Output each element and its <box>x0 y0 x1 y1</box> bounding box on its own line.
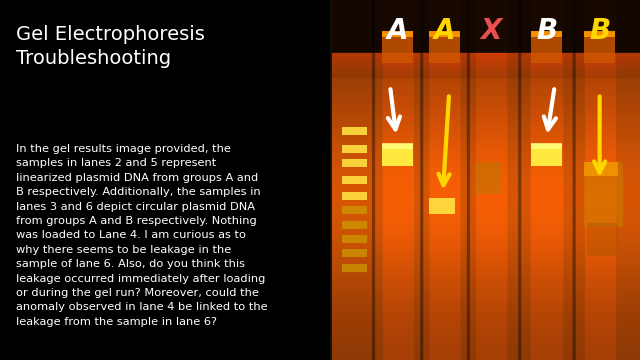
Bar <box>342 176 367 184</box>
Bar <box>382 32 413 63</box>
Text: In the gel results image provided, the
samples in lanes 2 and 5 represent
linear: In the gel results image provided, the s… <box>17 144 268 327</box>
Bar <box>429 198 455 214</box>
Bar <box>476 162 502 194</box>
Bar <box>584 162 623 227</box>
Text: A: A <box>387 17 408 45</box>
Text: B: B <box>536 17 557 45</box>
Bar <box>342 159 367 167</box>
Bar <box>382 144 413 166</box>
Bar <box>382 31 413 37</box>
Bar <box>382 143 413 149</box>
Bar <box>342 221 367 229</box>
Text: B: B <box>589 17 610 45</box>
Bar <box>588 223 618 256</box>
Bar <box>531 32 563 63</box>
Text: Gel Electrophoresis
Troubleshooting: Gel Electrophoresis Troubleshooting <box>17 25 205 68</box>
Bar <box>531 143 563 149</box>
Bar <box>531 144 563 166</box>
Text: X: X <box>481 17 502 45</box>
Bar <box>342 127 367 135</box>
Bar <box>342 235 367 243</box>
Bar <box>342 145 367 153</box>
Bar <box>531 31 563 37</box>
Bar <box>342 206 367 214</box>
Bar <box>584 32 615 63</box>
Bar <box>429 32 460 63</box>
Bar <box>342 249 367 257</box>
Text: A: A <box>434 17 455 45</box>
Bar <box>342 192 367 200</box>
Bar <box>429 31 460 37</box>
Bar <box>342 264 367 272</box>
Bar <box>584 162 618 176</box>
Bar <box>584 31 615 37</box>
